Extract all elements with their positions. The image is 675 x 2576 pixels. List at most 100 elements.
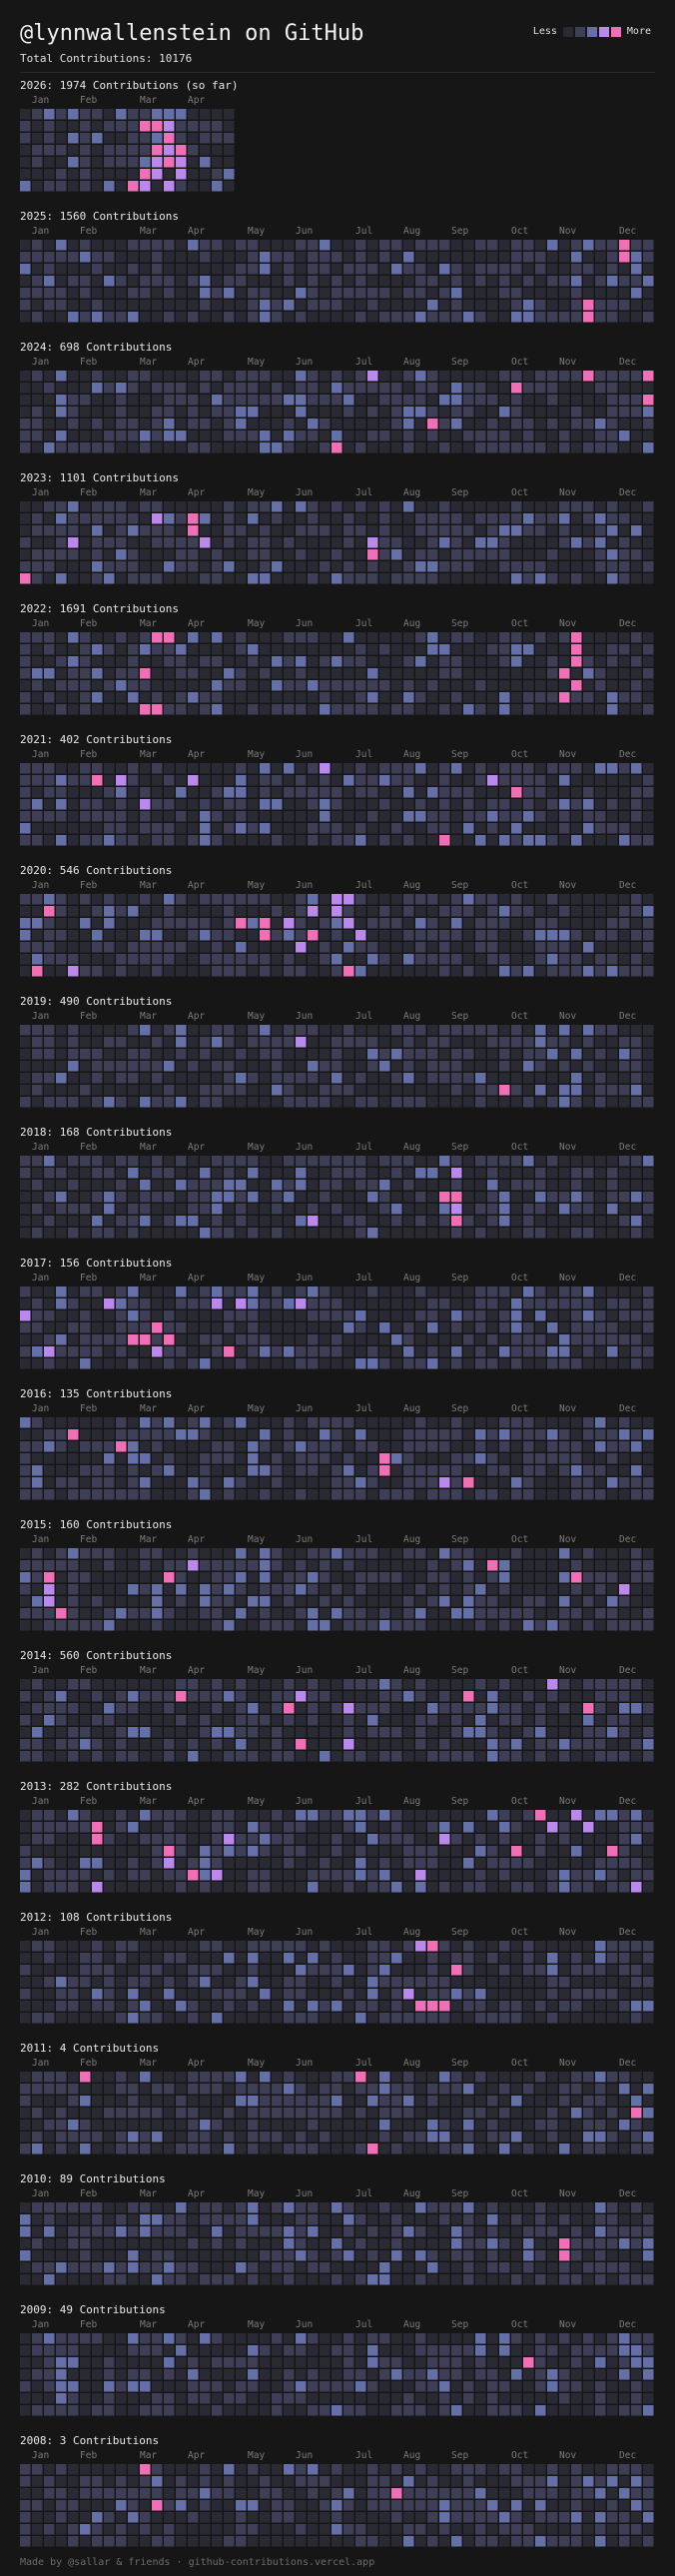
day-cell[interactable] [260,787,271,798]
day-cell[interactable] [571,525,582,536]
day-cell[interactable] [296,930,307,941]
day-cell[interactable] [128,1596,139,1607]
day-cell[interactable] [308,906,319,917]
day-cell[interactable] [403,1620,414,1631]
day-cell[interactable] [128,312,139,323]
day-cell[interactable] [343,775,354,786]
day-cell[interactable] [68,966,79,977]
day-cell[interactable] [92,1560,103,1571]
day-cell[interactable] [140,1751,151,1762]
day-cell[interactable] [631,1216,642,1227]
day-cell[interactable] [379,1739,390,1750]
day-cell[interactable] [308,395,319,406]
day-cell[interactable] [44,632,55,643]
day-cell[interactable] [20,1192,31,1203]
day-cell[interactable] [547,942,558,953]
day-cell[interactable] [367,1429,378,1440]
day-cell[interactable] [68,1477,79,1488]
day-cell[interactable] [499,430,510,441]
day-cell[interactable] [176,573,187,584]
day-cell[interactable] [236,419,247,429]
day-cell[interactable] [92,133,103,144]
day-cell[interactable] [284,288,295,299]
day-cell[interactable] [224,1322,235,1333]
day-cell[interactable] [511,835,522,846]
day-cell[interactable] [631,252,642,263]
day-cell[interactable] [415,1204,426,1215]
day-cell[interactable] [236,823,247,834]
day-cell[interactable] [32,1346,43,1357]
day-cell[interactable] [248,1287,259,1297]
day-cell[interactable] [535,1025,546,1036]
day-cell[interactable] [403,1097,414,1108]
day-cell[interactable] [439,644,450,655]
day-cell[interactable] [320,1322,331,1333]
day-cell[interactable] [547,1180,558,1191]
day-cell[interactable] [188,1739,199,1750]
day-cell[interactable] [248,419,259,429]
day-cell[interactable] [535,1596,546,1607]
day-cell[interactable] [260,1846,271,1857]
day-cell[interactable] [188,1168,199,1179]
day-cell[interactable] [80,1620,91,1631]
day-cell[interactable] [367,906,378,917]
day-cell[interactable] [607,1584,618,1595]
day-cell[interactable] [320,513,331,524]
day-cell[interactable] [583,1429,594,1440]
day-cell[interactable] [308,1548,319,1559]
day-cell[interactable] [104,1358,115,1369]
day-cell[interactable] [379,680,390,691]
day-cell[interactable] [439,1465,450,1476]
day-cell[interactable] [116,942,127,953]
day-cell[interactable] [619,1358,630,1369]
day-cell[interactable] [547,1465,558,1476]
day-cell[interactable] [463,704,474,715]
day-cell[interactable] [379,240,390,251]
day-cell[interactable] [104,1180,115,1191]
day-cell[interactable] [427,1156,438,1167]
day-cell[interactable] [367,942,378,953]
day-cell[interactable] [415,942,426,953]
day-cell[interactable] [140,1834,151,1845]
day-cell[interactable] [343,930,354,941]
day-cell[interactable] [583,1572,594,1583]
day-cell[interactable] [415,954,426,965]
day-cell[interactable] [80,288,91,299]
day-cell[interactable] [547,300,558,311]
day-cell[interactable] [236,1834,247,1845]
day-cell[interactable] [92,632,103,643]
day-cell[interactable] [20,1739,31,1750]
day-cell[interactable] [571,407,582,418]
day-cell[interactable] [212,763,223,774]
day-cell[interactable] [296,1228,307,1239]
day-cell[interactable] [44,181,55,192]
day-cell[interactable] [92,1858,103,1869]
day-cell[interactable] [463,1596,474,1607]
day-cell[interactable] [355,692,366,703]
day-cell[interactable] [475,1097,486,1108]
day-cell[interactable] [583,835,594,846]
day-cell[interactable] [559,264,570,275]
day-cell[interactable] [583,1049,594,1060]
day-cell[interactable] [607,1061,618,1072]
day-cell[interactable] [355,1596,366,1607]
day-cell[interactable] [415,1751,426,1762]
day-cell[interactable] [619,549,630,560]
day-cell[interactable] [44,252,55,263]
day-cell[interactable] [176,1228,187,1239]
day-cell[interactable] [296,240,307,251]
day-cell[interactable] [20,1417,31,1428]
day-cell[interactable] [20,561,31,572]
day-cell[interactable] [643,1703,654,1714]
day-cell[interactable] [32,906,43,917]
day-cell[interactable] [56,1489,67,1500]
day-cell[interactable] [20,775,31,786]
day-cell[interactable] [343,1596,354,1607]
day-cell[interactable] [571,1204,582,1215]
day-cell[interactable] [68,1204,79,1215]
day-cell[interactable] [152,109,163,120]
day-cell[interactable] [32,1846,43,1857]
day-cell[interactable] [80,966,91,977]
day-cell[interactable] [236,525,247,536]
day-cell[interactable] [607,763,618,774]
